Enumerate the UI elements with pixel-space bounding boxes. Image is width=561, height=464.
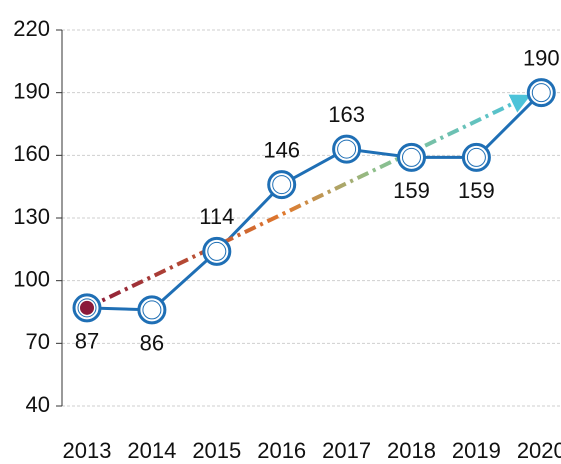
y-tick-label: 160	[13, 141, 50, 166]
marker-ring	[531, 83, 551, 103]
x-tick-label: 2014	[127, 438, 176, 463]
marker-ring	[207, 241, 227, 261]
trend-start	[80, 300, 94, 315]
x-tick-label: 2017	[322, 438, 371, 463]
y-tick-label: 100	[13, 266, 50, 291]
x-tick-label: 2020	[517, 438, 561, 463]
x-tick-label: 2019	[452, 438, 501, 463]
y-tick-label: 130	[13, 204, 50, 229]
y-tick-label: 70	[26, 329, 50, 354]
y-tick-label: 190	[13, 78, 50, 103]
marker-ring	[337, 139, 357, 159]
data-label: 87	[75, 329, 99, 354]
x-tick-label: 2015	[192, 438, 241, 463]
data-label: 163	[328, 102, 365, 127]
data-label: 159	[458, 178, 495, 203]
trend-arrow	[86, 94, 531, 310]
data-label: 114	[199, 204, 234, 229]
y-tick-label: 220	[13, 16, 50, 41]
data-label: 159	[393, 178, 430, 203]
marker-ring	[77, 298, 97, 318]
data-label: 86	[140, 331, 164, 356]
x-tick-label: 2013	[63, 438, 112, 463]
marker-ring	[402, 147, 421, 167]
x-tick-label: 2016	[257, 438, 306, 463]
x-tick-label: 2018	[387, 438, 436, 463]
data-label: 146	[263, 137, 300, 162]
data-label: 190	[523, 45, 560, 70]
marker-ring	[142, 300, 162, 320]
marker-ring	[272, 175, 292, 195]
y-tick-label: 40	[26, 392, 50, 417]
marker-ring	[466, 147, 486, 167]
